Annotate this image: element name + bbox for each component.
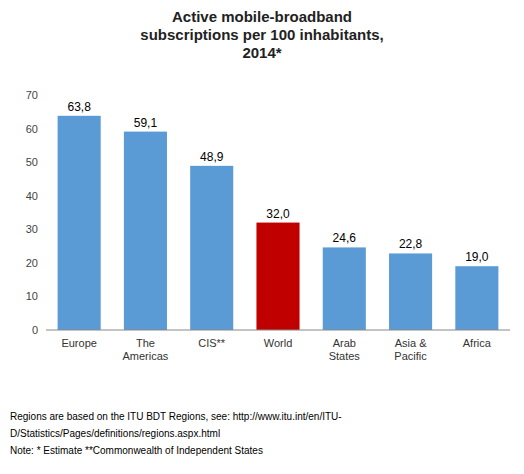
chart-container: Active mobile-broadbandsubscriptions per… xyxy=(0,0,524,474)
data-label: 48,9 xyxy=(200,150,224,164)
x-tick-label: World xyxy=(264,337,293,349)
data-label: 59,1 xyxy=(134,116,158,130)
bars xyxy=(58,116,499,330)
x-axis: Europe TheAmericas CIS** World ArabStates Asi… xyxy=(46,330,510,362)
bar xyxy=(455,266,498,330)
bar xyxy=(124,132,167,330)
data-label: 19,0 xyxy=(465,250,489,264)
y-axis: 0 10 20 30 40 50 60 70 xyxy=(26,89,38,336)
y-tick-label: 50 xyxy=(26,156,38,168)
footnote: Note: * Estimate **Commonwealth of Indep… xyxy=(10,445,263,456)
y-tick-label: 40 xyxy=(26,190,38,202)
x-axis-line xyxy=(46,330,510,331)
bar xyxy=(323,247,366,330)
data-label: 32,0 xyxy=(266,207,290,221)
data-label: 22,8 xyxy=(399,237,423,251)
x-tick-label: Africa xyxy=(463,337,492,349)
x-tick-label: ArabStates xyxy=(329,337,361,362)
bar xyxy=(190,166,233,330)
y-tick-label: 60 xyxy=(26,123,38,135)
data-label: 63,8 xyxy=(67,100,91,114)
bar xyxy=(389,253,432,330)
x-tick-label: CIS** xyxy=(198,337,226,349)
y-tick-label: 20 xyxy=(26,257,38,269)
y-tick-label: 30 xyxy=(26,223,38,235)
y-tick-label: 0 xyxy=(32,324,38,336)
data-labels: 63,8 59,1 48,9 32,0 24,6 22,8 19,0 xyxy=(67,100,488,264)
footnote: D/Statistics/Pages/definitions/regions.a… xyxy=(10,428,220,439)
bar xyxy=(58,116,101,330)
x-tick-label: TheAmericas xyxy=(123,337,169,362)
y-tick-label: 70 xyxy=(26,89,38,101)
bar xyxy=(256,223,299,330)
data-label: 24,6 xyxy=(333,231,357,245)
chart: Active mobile-broadbandsubscriptions per… xyxy=(0,0,524,474)
x-tick-label: Europe xyxy=(61,337,96,349)
y-tick-label: 10 xyxy=(26,290,38,302)
x-tick-label: Asia &Pacific xyxy=(394,337,427,362)
title: Active mobile-broadbandsubscriptions per… xyxy=(140,8,383,61)
footnote: Regions are based on the ITU BDT Regions… xyxy=(10,411,342,422)
